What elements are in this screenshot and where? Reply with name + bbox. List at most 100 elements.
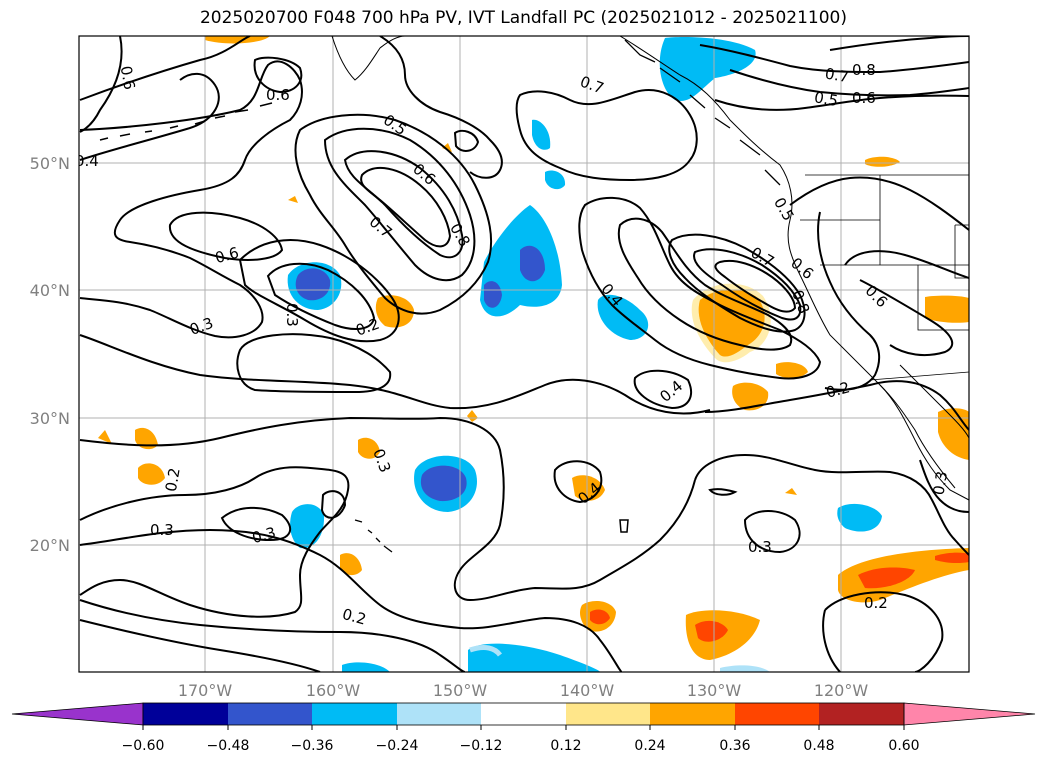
contour-label: 0.5 [813, 88, 840, 110]
positive-ivt-patch [205, 36, 270, 44]
negative-ivt-core [520, 245, 545, 282]
state-borders [800, 175, 969, 331]
colorbar-tick-label: −0.12 [460, 738, 503, 754]
negative-ivt-patch [597, 294, 649, 340]
negative-ivt-patch [659, 37, 756, 101]
pv-contour [323, 127, 476, 282]
positive-ivt-patch [375, 295, 414, 328]
pv-contour [220, 506, 292, 542]
pv-contour [79, 416, 696, 602]
gulf-of-california-coastline [899, 364, 969, 439]
pv-contour [79, 60, 303, 339]
positive-ivt-patch [98, 430, 112, 444]
colorbar-tick-label: 0.24 [634, 738, 665, 754]
contour-label: 0.2 [162, 466, 184, 493]
pv-contour [379, 36, 503, 179]
contour-label: 0.3 [929, 470, 951, 497]
pv-contour [694, 453, 969, 556]
positive-ivt-patch [358, 437, 380, 459]
positive-ivt-patch [865, 156, 900, 167]
colorbar-segment [228, 703, 312, 725]
pv-contour [79, 466, 350, 618]
pv-contour [743, 510, 801, 554]
pv-contour [817, 211, 881, 391]
positive-ivt-core [858, 567, 915, 589]
negative-ivt-patch [532, 119, 551, 150]
pv-contour [578, 196, 822, 380]
colorbar-segment [735, 703, 819, 725]
positive-ivt-patch [340, 553, 362, 576]
hawaiian-islands [354, 519, 393, 553]
colorbar-tick-label: 0.48 [803, 738, 834, 754]
north-america-coastline [619, 36, 969, 501]
positive-ivt-patch [925, 295, 969, 323]
contour-label: 0.2 [824, 378, 852, 402]
lon-label: 120°W [814, 681, 869, 700]
coastlines [99, 36, 969, 553]
positive-ivt-core [935, 552, 969, 564]
colorbar-tick-label: −0.24 [376, 738, 419, 754]
pv-contour [553, 460, 603, 504]
lat-label: 20°N [30, 536, 70, 555]
bc-islands [624, 39, 781, 186]
contour-label: 0.8 [852, 61, 876, 79]
gridlines [79, 36, 969, 672]
colorbar-tick-label: 0.36 [719, 738, 750, 754]
lat-label: 50°N [30, 154, 70, 173]
contour-label: 0.2 [340, 605, 368, 629]
lon-label: 170°W [178, 681, 233, 700]
negative-ivt-core [295, 268, 331, 301]
pv-contour [619, 519, 629, 533]
alaska-coastline [331, 36, 406, 81]
contour-label: 0.7 [824, 64, 851, 86]
contour-label: 0.3 [250, 523, 278, 547]
negative-ivt-patch [468, 643, 600, 672]
positive-ivt-patch [785, 488, 797, 495]
pv-contour [79, 599, 466, 672]
contour-label: 0.6 [852, 89, 876, 107]
contour-label: 0.3 [748, 538, 772, 556]
pv-contour [617, 217, 793, 351]
colorbar-extend-low [11, 702, 144, 726]
lon-label: 130°W [687, 681, 742, 700]
positive-ivt-core [590, 609, 610, 625]
colorbar-tick-label: −0.36 [291, 738, 334, 754]
pv-contour [168, 211, 284, 261]
map-panel: 0.6 0.6 0.4 0.5 0.6 0.7 0.8 0.6 0.3 0.3 … [78, 35, 970, 673]
positive-ivt-patch [442, 143, 452, 152]
colorbar-extend-high [903, 702, 1036, 726]
pv-contour [729, 69, 969, 97]
colorbar-segment [481, 703, 566, 725]
pv-contour [699, 44, 969, 74]
lat-label: 40°N [30, 281, 70, 300]
pv-contour [360, 167, 452, 248]
pv-contour [320, 490, 347, 519]
colorbar-segment [819, 703, 904, 725]
negative-ivt-halo [469, 645, 503, 657]
positive-ivt-patch [467, 410, 478, 422]
pv-contours [79, 36, 969, 672]
positive-ivt-patch [732, 382, 769, 411]
contour-label: 0.3 [283, 303, 301, 327]
pv-contour [515, 89, 698, 182]
contour-label: 0.2 [864, 594, 888, 612]
pv-contour [236, 333, 392, 394]
pv-contour [79, 619, 321, 672]
pv-contour [919, 459, 969, 513]
pv-contour [79, 334, 711, 415]
colorbar-tick-label: 0.12 [550, 738, 581, 754]
negative-ivt-patch [720, 665, 770, 672]
baja-peninsula-coastline [879, 384, 956, 489]
map-title: 2025020700 F048 700 hPa PV, IVT Landfall… [199, 8, 847, 28]
pv-contour [633, 369, 692, 410]
contour-label: 0.6 [117, 64, 139, 91]
colorbar: −0.60 −0.48 −0.36 −0.24 −0.12 0.12 0.24 … [11, 702, 1036, 754]
colorbar-segment [312, 703, 397, 725]
pv-contour [79, 528, 623, 672]
pv-contour [253, 56, 303, 94]
pv-contour [79, 36, 123, 133]
positive-ivt-patch [135, 427, 158, 450]
longitude-labels: 170°W 160°W 150°W 140°W 130°W 120°W [178, 681, 869, 700]
colorbar-tick-label: −0.60 [122, 738, 165, 754]
